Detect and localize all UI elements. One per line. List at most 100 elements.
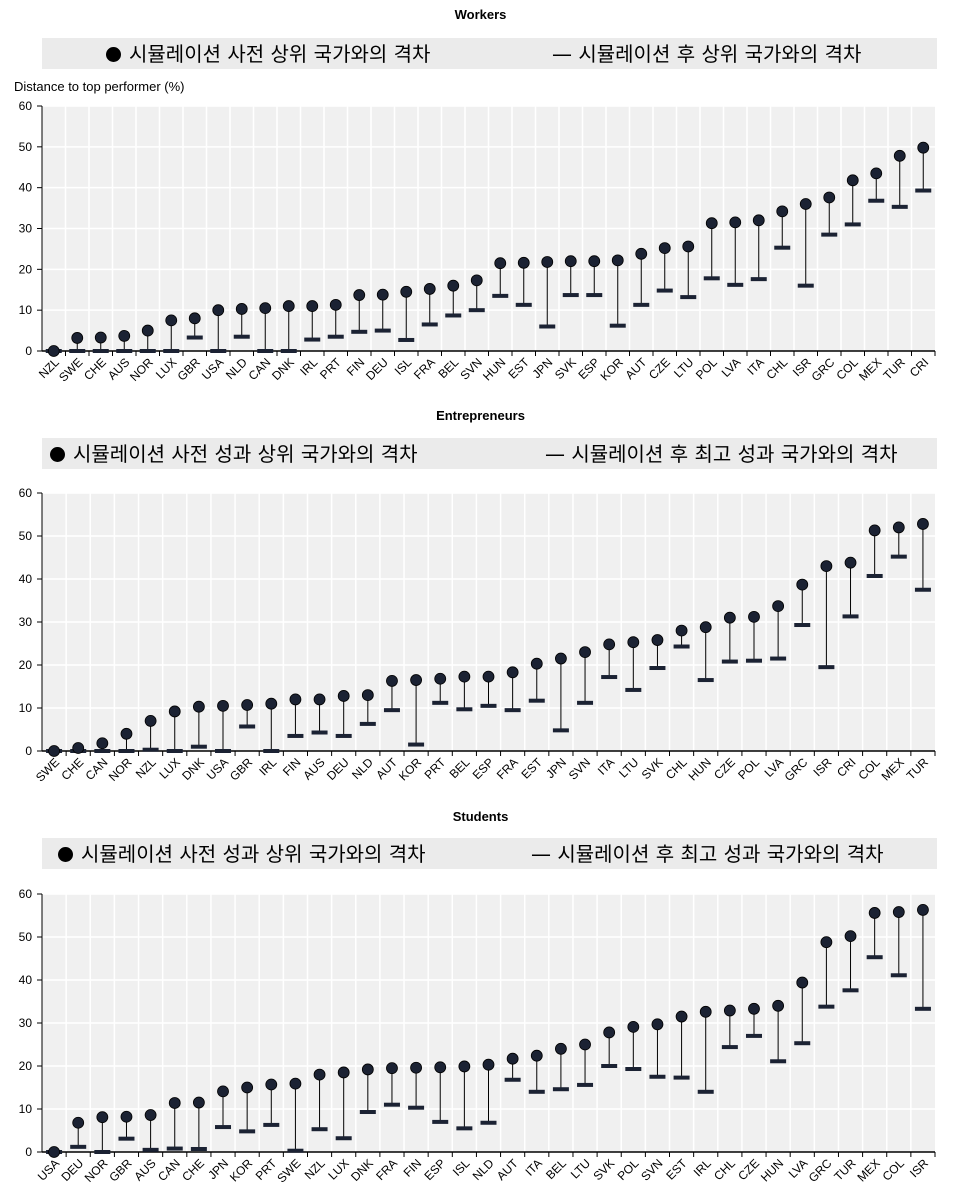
students-before-dot-lva: [796, 976, 809, 989]
students-after-marker-dnk: [359, 1110, 376, 1115]
workers-y-tick-label: 60: [19, 99, 33, 113]
workers-after-marker-nld: [233, 334, 250, 339]
workers-before-dot-swe: [71, 332, 84, 344]
students-before-dot-chl: [723, 1004, 736, 1017]
workers-y-axis-title: Distance to top performer (%): [14, 79, 185, 94]
workers-after-marker-fra: [421, 322, 438, 327]
entrepreneurs-after-marker-mex: [890, 554, 907, 559]
workers-legend: 시뮬레이션 사전 상위 국가와의 격차 — 시뮬레이션 후 상위 국가와의 격차: [42, 38, 937, 69]
students-y-tick-label: 50: [19, 930, 33, 944]
workers-before-dot-tur: [893, 149, 906, 162]
workers-after-marker-deu: [374, 328, 391, 333]
workers-before-dot-mex: [870, 167, 883, 180]
workers-after-marker-grc: [821, 232, 838, 237]
students-x-tick-label-isl: ISL: [450, 1156, 473, 1179]
students-before-dot-cze: [748, 1002, 760, 1015]
entrepreneurs-before-dot-usa: [217, 699, 229, 712]
students-x-tick-label-cze: CZE: [735, 1156, 762, 1183]
students-legend-after-label: — 시뮬레이션 후 최고 성과 국가와의 격차: [531, 842, 884, 866]
students-before-dot-grc: [820, 936, 833, 949]
students-legend-before: 시뮬레이션 사전 성과 상위 국가와의 격차: [58, 842, 426, 866]
students-before-dot-fin: [410, 1061, 422, 1074]
students-y-tick-label: 40: [19, 973, 33, 987]
workers-before-dot-bel: [447, 279, 460, 292]
students-after-marker-fin: [408, 1105, 425, 1110]
students-before-dot-irl: [699, 1005, 712, 1018]
workers-before-dot-col: [846, 174, 859, 187]
entrepreneurs-before-dot-prt: [434, 672, 447, 685]
students-after-marker-ita: [528, 1089, 545, 1094]
students-x-tick-label-aus: AUS: [131, 1156, 158, 1183]
workers-before-dot-can: [259, 302, 272, 315]
students-x-tick-label-col: COL: [880, 1156, 908, 1184]
entrepreneurs-after-marker-chl: [673, 644, 690, 649]
entrepreneurs-y-tick-label: 60: [19, 486, 33, 500]
entrepreneurs-after-marker-lux: [166, 749, 183, 753]
workers-after-marker-bel: [445, 313, 462, 318]
students-x-tick-label-pol: POL: [615, 1156, 642, 1183]
workers-after-marker-aus: [116, 349, 133, 353]
entrepreneurs-y-tick-label: 30: [19, 615, 33, 629]
workers-before-dot-fra: [423, 283, 436, 295]
entrepreneurs-before-dot-che: [72, 742, 85, 754]
entrepreneurs-before-dot-deu: [337, 690, 350, 702]
entrepreneurs-before-dot-nzl: [144, 715, 157, 727]
workers-after-marker-irl: [304, 337, 321, 342]
workers-after-marker-ita: [750, 277, 767, 282]
students-x-tick-label-grc: GRC: [806, 1156, 835, 1185]
workers-after-marker-prt: [327, 334, 344, 339]
students-after-marker-aut: [504, 1077, 521, 1082]
workers-before-dot-usa: [212, 304, 225, 317]
workers-after-marker-svn: [468, 308, 485, 313]
students-before-dot-esp: [434, 1061, 447, 1074]
entrepreneurs-after-marker-deu: [335, 733, 352, 738]
entrepreneurs-before-dot-can: [96, 737, 109, 750]
students-before-dot-can: [168, 1097, 181, 1109]
workers-before-dot-nzl: [47, 345, 60, 357]
students-x-tick-label-mex: MEX: [854, 1156, 882, 1184]
entrepreneurs-legend-before-label: 시뮬레이션 사전 성과 상위 국가와의 격차: [73, 442, 418, 466]
students-x-tick-label-prt: PRT: [253, 1156, 280, 1183]
entrepreneurs-after-marker-nor: [118, 749, 135, 753]
entrepreneurs-before-dot-swe: [48, 745, 60, 757]
students-after-marker-cze: [745, 1033, 762, 1038]
entrepreneurs-y-tick-label: 50: [19, 529, 33, 543]
students-x-tick-label-nzl: NZL: [302, 1156, 328, 1182]
workers-legend-before: 시뮬레이션 사전 상위 국가와의 격차: [106, 42, 430, 66]
students-before-dot-aut: [506, 1052, 519, 1065]
students-after-marker-mex: [866, 955, 883, 960]
workers-after-marker-lux: [163, 349, 180, 353]
workers-before-dot-ita: [752, 214, 765, 227]
workers-after-marker-isr: [797, 283, 814, 288]
students-y-tick-label: 30: [19, 1016, 33, 1030]
students-before-dot-lux: [337, 1066, 350, 1079]
students-after-marker-fra: [383, 1102, 400, 1107]
workers-before-dot-prt: [329, 298, 342, 311]
students-after-marker-nld: [480, 1120, 497, 1125]
entrepreneurs-before-dot-fra: [506, 666, 519, 679]
students-before-dot-gbr: [120, 1110, 133, 1123]
workers-before-dot-grc: [823, 191, 836, 204]
students-x-tick-label-esp: ESP: [421, 1156, 448, 1183]
workers-before-dot-gbr: [188, 312, 201, 325]
students-before-dot-isl: [458, 1060, 471, 1073]
students-before-dot-dnk: [361, 1063, 374, 1076]
students-after-marker-tur: [842, 988, 859, 993]
workers-after-marker-jpn: [539, 324, 556, 329]
workers-after-marker-usa: [210, 349, 227, 353]
workers-after-marker-dnk: [280, 349, 297, 353]
students-x-tick-label-chl: CHL: [711, 1156, 738, 1183]
students-after-marker-svk: [601, 1064, 618, 1068]
entrepreneurs-before-dot-est: [530, 657, 543, 670]
students-before-dot-jpn: [217, 1085, 229, 1098]
students-y-tick-label: 60: [19, 887, 33, 901]
entrepreneurs-before-dot-aut: [386, 675, 398, 687]
workers-y-tick-label: 10: [19, 303, 33, 317]
entrepreneurs-after-marker-usa: [215, 749, 232, 753]
workers-after-marker-fin: [351, 329, 368, 334]
students-before-dot-pol: [627, 1020, 640, 1033]
entrepreneurs-after-marker-bel: [456, 707, 473, 712]
workers-after-marker-pol: [703, 276, 720, 281]
students-after-marker-isl: [456, 1126, 473, 1131]
entrepreneurs-before-dot-fin: [289, 693, 302, 706]
